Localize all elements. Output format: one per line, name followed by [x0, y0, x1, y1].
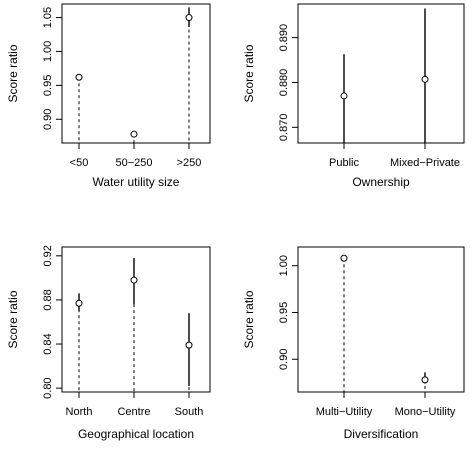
- x-tick-label: Public: [329, 157, 359, 169]
- estimate-point: [130, 130, 138, 138]
- y-tick-label: 0.870: [278, 114, 290, 142]
- x-axis-label: Ownership: [352, 175, 410, 189]
- y-tick-label: 0.890: [278, 24, 290, 52]
- y-tick-label: 0.90: [42, 109, 54, 130]
- y-tick-label: 0.88: [42, 289, 54, 310]
- x-axis-label: Water utility size: [93, 175, 180, 189]
- y-tick-label: 0.90: [278, 349, 290, 370]
- x-tick-label: Centre: [117, 406, 150, 418]
- x-axis-label: Diversification: [344, 427, 419, 441]
- estimate-point: [75, 73, 83, 81]
- panel-4: 0.90 0.95 1.00 Score ratio Multi−Utility Mono…: [242, 246, 465, 441]
- x-tick-label: 50−250: [115, 157, 152, 169]
- y-tick-label: 0.95: [278, 302, 290, 323]
- x-tick-label: North: [66, 406, 93, 418]
- y-axis-label: Score ratio: [6, 44, 20, 102]
- estimate-point: [340, 254, 348, 262]
- panel-1: 0.90 0.95 1.00 1.05 Score ratio <50 50−250 >250…: [6, 3, 211, 189]
- estimate-point: [185, 341, 193, 349]
- estimate-point: [130, 276, 138, 284]
- plot-frame: [61, 3, 211, 144]
- estimate-point: [340, 92, 348, 100]
- estimate-point: [185, 14, 193, 22]
- panel-2: 0.870 0.880 0.890 Score ratio Public Mixed−Pr…: [242, 3, 465, 189]
- plot-frame: [297, 3, 465, 144]
- x-tick-label: <50: [70, 157, 89, 169]
- y-axis-label: Score ratio: [242, 44, 256, 102]
- estimate-point: [421, 75, 429, 83]
- estimate-point: [75, 299, 83, 307]
- x-tick-label: >250: [177, 157, 202, 169]
- y-tick-label: 0.95: [42, 75, 54, 96]
- y-tick-label: 1.00: [278, 255, 290, 276]
- x-axis-label: Geographical location: [78, 427, 194, 441]
- panel-3: 0.80 0.84 0.88 0.92 Score ratio North Centre So…: [6, 245, 211, 441]
- y-tick-label: 0.84: [42, 333, 54, 354]
- estimate-point: [421, 376, 429, 384]
- x-tick-label: Mixed−Private: [390, 157, 460, 169]
- x-tick-label: South: [175, 406, 204, 418]
- plot-frame: [61, 246, 211, 393]
- y-tick-label: 1.00: [42, 41, 54, 62]
- y-tick-label: 0.880: [278, 69, 290, 97]
- y-tick-label: 1.05: [42, 7, 54, 28]
- x-tick-label: Multi−Utility: [316, 406, 373, 418]
- x-tick-label: Mono−Utility: [395, 406, 456, 418]
- y-axis-label: Score ratio: [6, 290, 20, 348]
- y-tick-label: 0.80: [42, 377, 54, 398]
- plot-frame: [297, 246, 465, 393]
- y-axis-label: Score ratio: [242, 290, 256, 348]
- y-tick-label: 0.92: [42, 245, 54, 266]
